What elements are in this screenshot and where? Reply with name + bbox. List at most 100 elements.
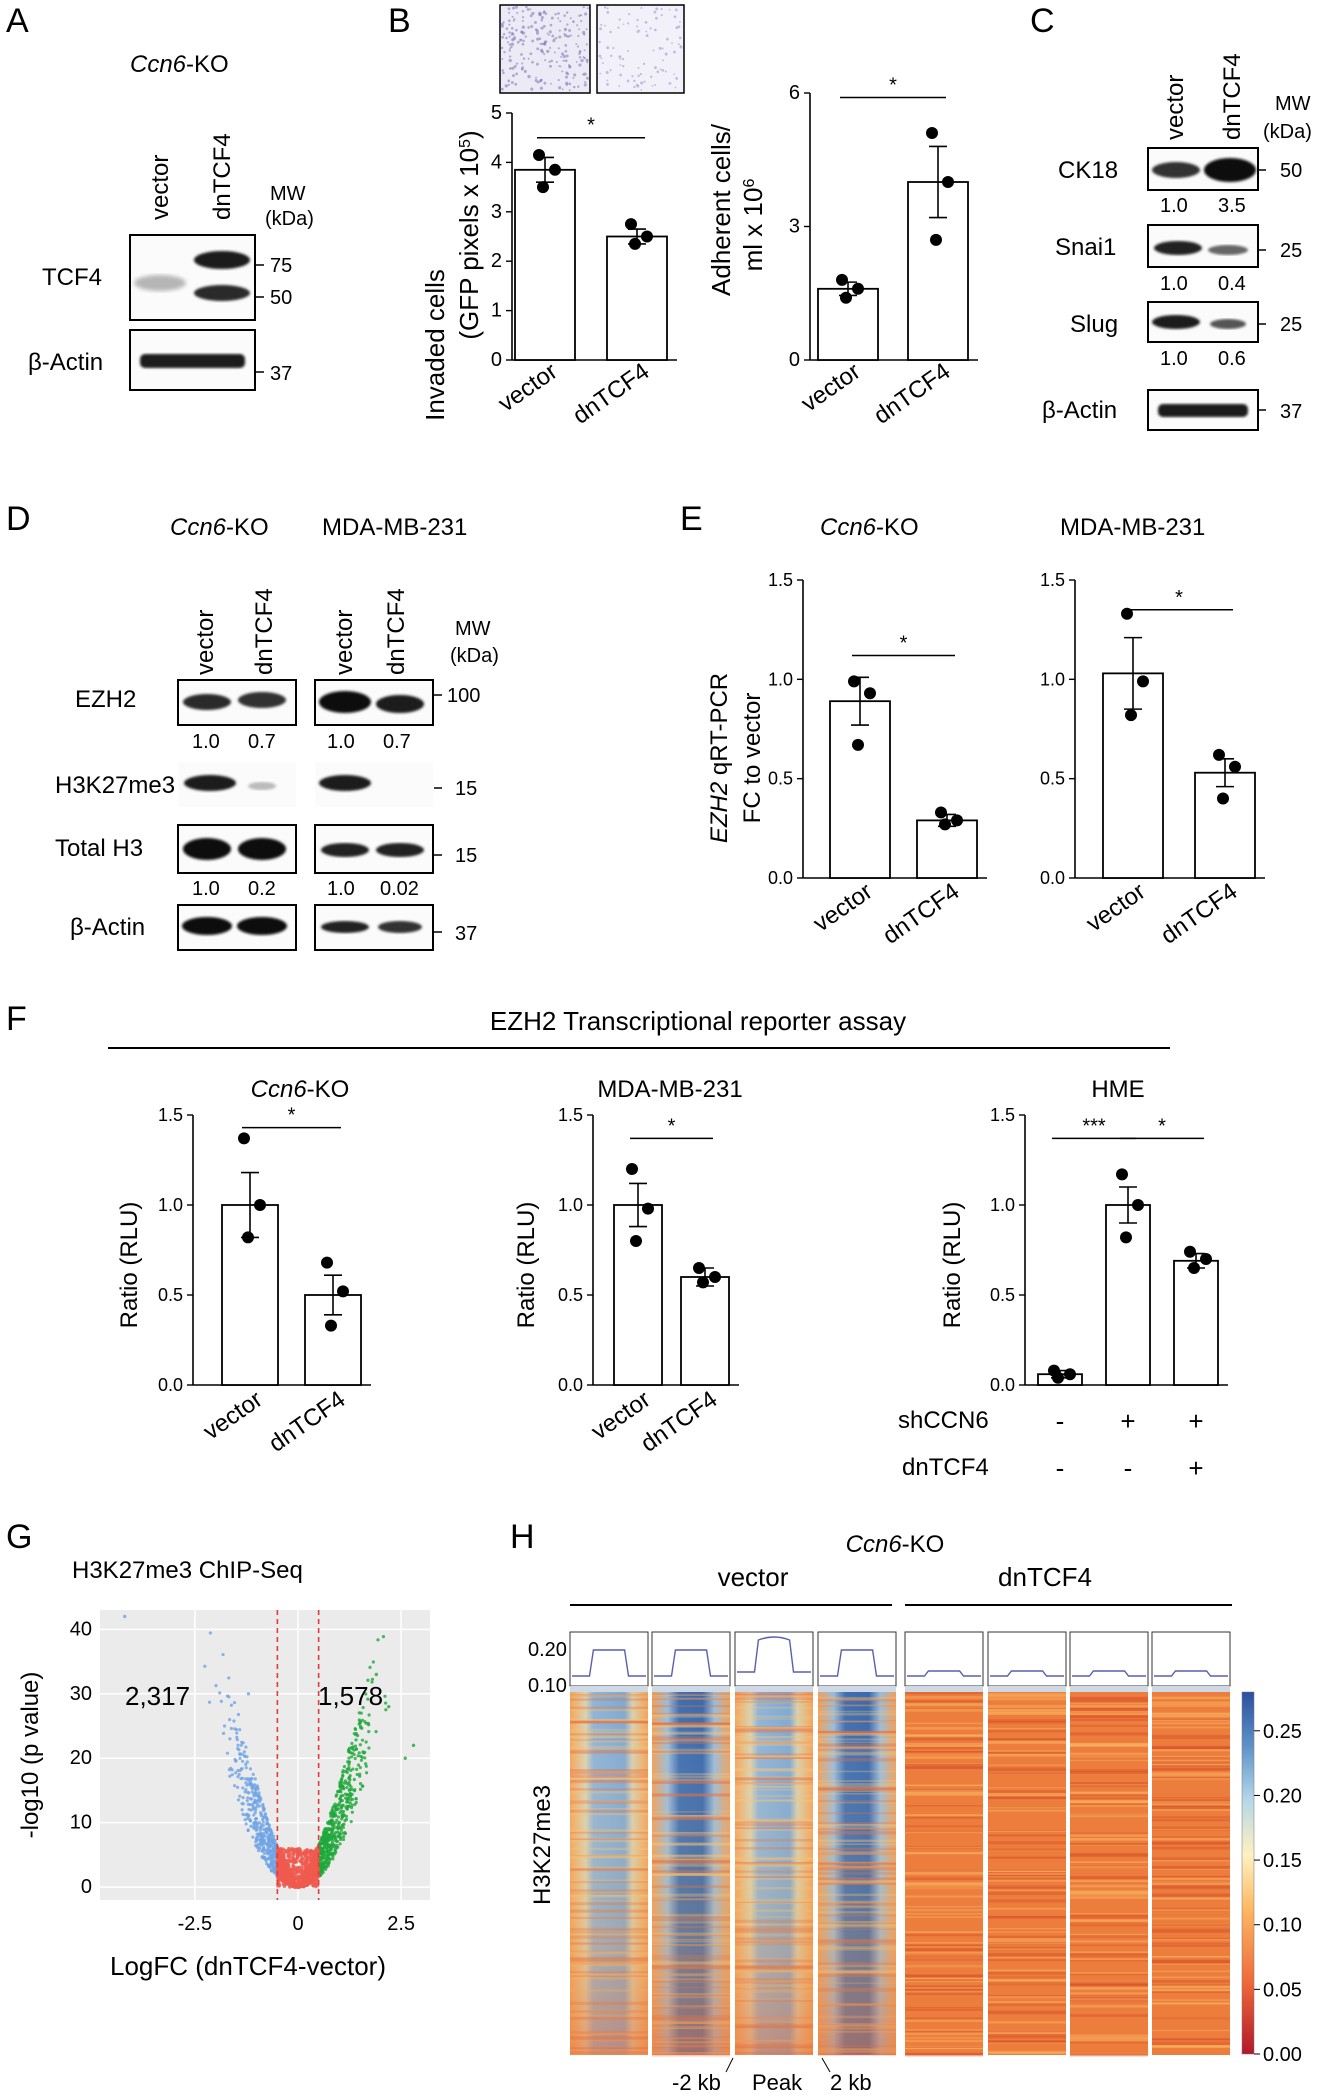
data-point xyxy=(337,1285,349,1298)
colorbar-tick-label: 0.20 xyxy=(1263,1785,1302,1807)
volcano-ylabel: -log10 (p value) xyxy=(17,1672,44,1839)
ratio-slug-vector: 1.0 xyxy=(1160,348,1188,370)
panel-letter-d: D xyxy=(6,500,31,538)
panel-g-volcano: H3K27me3 ChIP-Seq 0 10 20 30 40 -2.5 0 2.5 2,31… xyxy=(17,1557,430,1981)
data-point xyxy=(1213,748,1225,761)
data-point xyxy=(930,233,942,246)
heatmap-label-peak: Peak xyxy=(752,2070,803,2095)
band-label-h3k27me3: H3K27me3 xyxy=(55,772,175,799)
profile-plot xyxy=(817,1631,897,1687)
y-tick-label: 0.5 xyxy=(990,1285,1015,1305)
ratio-h3: 1.0 xyxy=(192,878,220,900)
data-point xyxy=(1217,792,1229,805)
chart-f-hme: 0.00.51.01.5*** * xyxy=(990,1105,1228,1395)
ratio-ezh2: 1.0 xyxy=(327,731,355,753)
colorbar-tick-label: 0.15 xyxy=(1263,1850,1302,1872)
data-point xyxy=(836,273,848,286)
y-tick-label: 1.5 xyxy=(1040,570,1065,590)
panel-letter-e: E xyxy=(680,500,703,538)
ratio-ezh2: 1.0 xyxy=(192,731,220,753)
ratio-h3: 0.02 xyxy=(380,878,419,900)
mw-label: MW xyxy=(1275,93,1311,115)
profile-plot xyxy=(734,1631,814,1687)
heatmap-label-2kb: 2 kb xyxy=(830,2070,872,2095)
x-category-label: dnTCF4 xyxy=(869,358,956,430)
row-label-shccn6: shCCN6 xyxy=(898,1407,989,1434)
sign: - xyxy=(1124,1453,1133,1483)
data-point xyxy=(1188,1262,1200,1274)
data-point xyxy=(840,291,852,304)
kda-label: (kDa) xyxy=(450,645,499,667)
invasion-image-dntcf4 xyxy=(596,4,685,94)
data-point xyxy=(1052,1371,1064,1384)
ratio-snai1-vector: 1.0 xyxy=(1160,273,1188,295)
profile-plot xyxy=(1151,1631,1231,1687)
ylabel-rlu: Ratio (RLU) xyxy=(939,1202,966,1329)
y-tick-label: 4 xyxy=(491,151,502,173)
y-tick-label: 0.0 xyxy=(1040,868,1065,888)
colorbar-tick-label: 0.00 xyxy=(1263,2044,1302,2066)
x-category-label: vector xyxy=(796,358,865,418)
data-point xyxy=(942,176,954,188)
panel-f-heading: EZH2 Transcriptional reporter assay xyxy=(490,1006,906,1036)
chart-invaded-cells: 0 1 2 3 4 5 * vector dnTCF4 xyxy=(491,102,677,430)
data-point xyxy=(321,1256,333,1269)
data-point xyxy=(1137,675,1149,688)
y-tick-label: 1.0 xyxy=(158,1195,183,1215)
sign: + xyxy=(1188,1406,1203,1436)
panel-letter-h: H xyxy=(510,1518,535,1556)
mw-mark: 37 xyxy=(1280,401,1302,423)
profile-plot xyxy=(569,1631,649,1687)
data-point xyxy=(642,1202,654,1215)
kda-label: (kDa) xyxy=(265,208,314,230)
panel-letter-g: G xyxy=(6,1518,32,1556)
data-point xyxy=(848,675,860,688)
data-point xyxy=(254,1199,266,1211)
band-label-tcf4: TCF4 xyxy=(42,264,102,291)
y-tick-label: 20 xyxy=(70,1747,92,1769)
data-point xyxy=(238,1132,250,1145)
group-label-dntcf4: dnTCF4 xyxy=(998,1562,1092,1592)
mw-mark: 50 xyxy=(270,287,292,309)
sign: - xyxy=(1056,1406,1065,1436)
bar xyxy=(1173,1259,1219,1386)
sign: - xyxy=(1056,1453,1065,1483)
x-category-label: vector xyxy=(198,1386,267,1446)
data-point xyxy=(629,237,641,250)
data-point xyxy=(697,1276,709,1289)
y-tick-label: 0.0 xyxy=(768,868,793,888)
data-point xyxy=(852,282,864,295)
y-tick-label: 6 xyxy=(789,82,800,104)
x-category-label: vector xyxy=(808,878,877,938)
colorbar-tick-label: 0.10 xyxy=(1263,1915,1302,1937)
data-point xyxy=(693,1262,705,1274)
profile-line xyxy=(572,1649,646,1677)
data-point xyxy=(325,1319,337,1332)
y-tick-label: 5 xyxy=(491,102,502,124)
y-tick-label: 0.5 xyxy=(1040,769,1065,789)
band-label-actin: β-Actin xyxy=(70,914,145,941)
y-tick-label: 1.5 xyxy=(558,1105,583,1125)
y-tick-label: 1.5 xyxy=(990,1105,1015,1125)
group-label-vector: vector xyxy=(718,1562,789,1592)
band-label-actin: β-Actin xyxy=(1042,397,1117,424)
mw-label: MW xyxy=(455,618,491,640)
band-label-snai1: Snai1 xyxy=(1055,234,1116,261)
row-label-dntcf4: dnTCF4 xyxy=(902,1454,989,1481)
y-tick-label: 1.5 xyxy=(158,1105,183,1125)
significance-label: * xyxy=(1175,587,1183,609)
panel-e-title-ccn6ko: Ccn6-KO xyxy=(820,514,919,541)
y-tick-label: 0.0 xyxy=(558,1375,583,1395)
panel-f-sub-mda: MDA-MB-231 xyxy=(597,1076,742,1103)
y-tick-label: 0.5 xyxy=(558,1285,583,1305)
bar xyxy=(829,700,891,879)
x-tick-label: 2.5 xyxy=(387,1913,415,1935)
mw-mark: 25 xyxy=(1280,240,1302,262)
chart-adherent-cells: 0 3 6 * vector dnTCF4 xyxy=(789,74,978,430)
panel-e: Ccn6-KO MDA-MB-231 EZH2 qRT-PCR FC to ve… xyxy=(706,514,1265,950)
y-tick-label: 1.0 xyxy=(768,669,793,689)
ylabel-invaded-1: Invaded cells xyxy=(420,269,450,421)
data-point xyxy=(537,181,549,194)
panel-letter-c: C xyxy=(1030,2,1055,40)
